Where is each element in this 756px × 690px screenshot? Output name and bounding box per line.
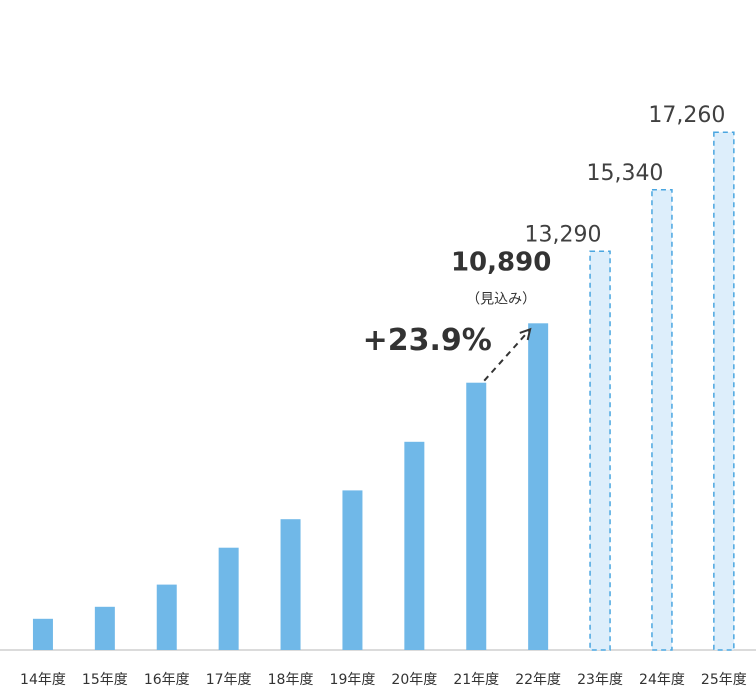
x-tick-label: 16年度 [144, 672, 190, 688]
growth-arrowhead [519, 327, 532, 341]
bar-24年度 [651, 189, 673, 651]
value-labels-group: 10,890 （見込み） 13,290 15,340 17,260 [451, 103, 725, 307]
x-tick-label: 21年度 [453, 672, 499, 688]
bar-18年度 [280, 519, 301, 650]
bar-16年度 [156, 584, 177, 650]
tick-labels-group: 14年度 15年度 16年度 17年度 18年度 19年度 20年度 21年度 22年度 23年度… [20, 672, 747, 688]
bar-21年度 [466, 382, 487, 650]
growth-arrow [483, 328, 531, 382]
value-label: 13,290 [525, 222, 602, 247]
x-tick-label: 19年度 [330, 672, 376, 688]
x-tick-label: 25年度 [701, 672, 747, 688]
bar-22年度 [528, 323, 549, 650]
x-tick-label: 20年度 [391, 672, 437, 688]
x-tick-label: 14年度 [20, 672, 66, 688]
bar-23年度 [589, 250, 611, 651]
value-label: 17,260 [648, 103, 725, 128]
value-label: 15,340 [586, 161, 663, 186]
bar-14年度 [32, 618, 53, 650]
bar-15年度 [94, 606, 115, 650]
bar-17年度 [218, 547, 239, 650]
growth-rate-label: +23.9% [363, 323, 492, 358]
bar-19年度 [342, 490, 363, 650]
value-label: 10,890 [451, 247, 551, 277]
x-tick-label: 17年度 [206, 672, 252, 688]
bar-25年度 [713, 131, 735, 651]
bars-group [32, 131, 735, 651]
growth-annotation: +23.9% [363, 323, 532, 382]
x-tick-label: 22年度 [515, 672, 561, 688]
x-tick-label: 24年度 [639, 672, 685, 688]
x-tick-label: 23年度 [577, 672, 623, 688]
forecast-note: （見込み） [466, 291, 536, 307]
bar-20年度 [404, 441, 425, 650]
x-tick-label: 18年度 [268, 672, 314, 688]
x-tick-label: 15年度 [82, 672, 128, 688]
